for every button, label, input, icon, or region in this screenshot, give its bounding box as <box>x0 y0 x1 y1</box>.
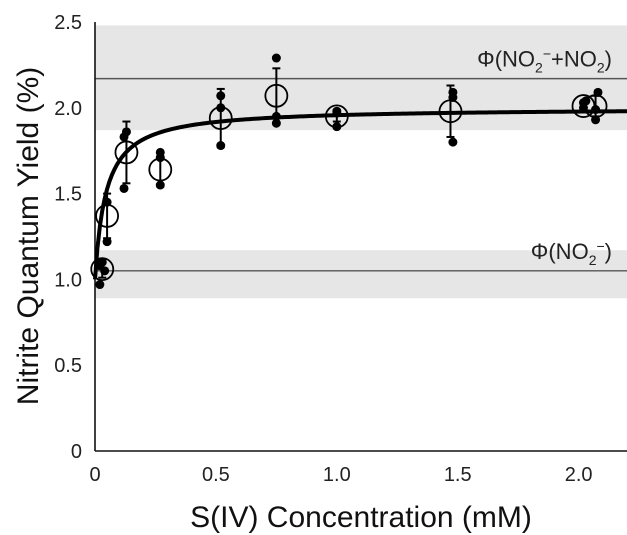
axis-titles: S(IV) Concentration (mM) Nitrite Quantum … <box>12 67 532 534</box>
mean-markers <box>90 83 608 282</box>
y-tick-label: 0.5 <box>54 355 82 377</box>
y-axis-title: Nitrite Quantum Yield (%) <box>12 67 45 405</box>
mean-marker <box>90 257 115 282</box>
data-point <box>95 280 105 290</box>
x-tick-label: 1.5 <box>444 464 472 486</box>
x-axis-title: S(IV) Concentration (mM) <box>190 501 532 534</box>
data-point <box>97 257 107 267</box>
y-tick-label: 2.0 <box>54 98 82 120</box>
fit-curve <box>93 109 627 280</box>
reference-band-1 <box>95 250 627 299</box>
reference-bands: Φ(NO2−)Φ(NO2−+NO2) <box>95 25 627 299</box>
fit-curve-group <box>93 109 627 280</box>
data-point <box>216 141 226 151</box>
band-label-sub: 2 <box>535 60 543 76</box>
data-point <box>119 183 129 193</box>
data-point <box>448 87 458 97</box>
data-point <box>271 111 281 121</box>
data-point <box>121 127 131 137</box>
axes <box>94 22 627 452</box>
band-label-rest: ) <box>605 47 612 72</box>
band-label-mid: +NO <box>551 47 597 72</box>
mean-marker <box>208 106 233 130</box>
data-point <box>271 118 281 128</box>
mean-marker <box>264 83 289 108</box>
mean-marker <box>438 99 463 124</box>
mean-marker <box>95 204 119 228</box>
mean-marker <box>148 157 173 182</box>
tick-labels: 0 0.5 1.0 1.5 2.0 2.5 0 0.5 1.0 1.5 2.0 <box>54 12 592 486</box>
x-tick-label: 2.0 <box>565 464 593 486</box>
mean-marker <box>114 140 139 165</box>
reference-band-label-1: Φ(NO2−) <box>531 238 612 268</box>
data-point <box>102 237 112 247</box>
mean-marker <box>324 104 349 129</box>
mean-marker <box>571 94 596 118</box>
band-label-base: Φ(NO <box>477 47 535 72</box>
data-point <box>216 91 226 101</box>
band-label-sub2: 2 <box>597 60 605 76</box>
y-tick-label: 1.5 <box>54 184 82 206</box>
y-tick-label: 2.5 <box>54 12 82 34</box>
y-tick-label: 1.0 <box>54 269 82 291</box>
band-label-sup: − <box>543 46 551 62</box>
band-label-sub: 2 <box>589 252 597 268</box>
y-tick-label: 0 <box>71 441 82 463</box>
data-point <box>332 106 342 116</box>
data-point <box>155 180 165 190</box>
data-point <box>271 53 281 63</box>
reference-band-label-2: Φ(NO2−+NO2) <box>477 46 612 76</box>
x-tick-label: 0.5 <box>202 464 230 486</box>
x-tick-label: 0 <box>89 464 100 486</box>
data-point <box>155 147 165 157</box>
band-label-sup: − <box>596 238 604 254</box>
band-label-base: Φ(NO <box>531 239 589 264</box>
data-point <box>448 137 458 147</box>
band-label-rest: ) <box>605 239 612 264</box>
mean-marker <box>583 94 608 118</box>
data-point <box>100 266 110 276</box>
x-tick-label: 1.0 <box>323 464 351 486</box>
